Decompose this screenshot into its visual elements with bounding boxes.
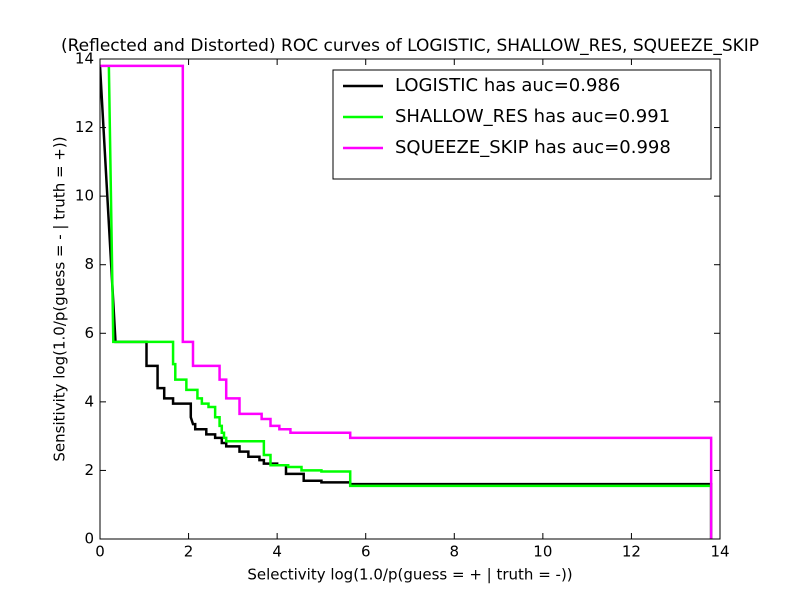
x-axis-label: Selectivity log(1.0/p(guess = + | truth … — [247, 566, 572, 584]
x-tick-label: 2 — [184, 543, 194, 561]
y-tick-label: 12 — [75, 118, 94, 136]
legend-label: LOGISTIC has auc=0.986 — [395, 75, 620, 96]
x-tick-label: 10 — [533, 543, 552, 561]
line-series — [100, 64, 713, 539]
y-tick-label: 6 — [84, 324, 94, 342]
x-tick-label: 14 — [710, 543, 729, 561]
y-tick-label: 2 — [84, 461, 94, 479]
y-tick-label: 8 — [84, 255, 94, 273]
legend-label: SHALLOW_RES has auc=0.991 — [395, 106, 670, 127]
y-tick-label: 0 — [84, 530, 94, 548]
chart-title: (Reflected and Distorted) ROC curves of … — [61, 36, 759, 56]
x-tick-label: 6 — [361, 543, 371, 561]
x-tick-label: 4 — [272, 543, 282, 561]
y-axis-label: Sensitivity log(1.0/p(guess = - | truth … — [51, 136, 69, 461]
legend-box — [332, 69, 712, 180]
line-series — [107, 65, 713, 539]
x-tick-label: 0 — [95, 543, 105, 561]
y-tick-label: 14 — [75, 50, 94, 68]
x-tick-label: 12 — [622, 543, 641, 561]
legend-label: SQUEEZE_SKIP has auc=0.998 — [395, 137, 671, 158]
y-tick-label: 4 — [84, 392, 94, 410]
x-tick-label: 8 — [450, 543, 460, 561]
plot-frame — [99, 58, 721, 540]
line-series — [100, 65, 713, 539]
y-tick-label: 10 — [75, 187, 94, 205]
